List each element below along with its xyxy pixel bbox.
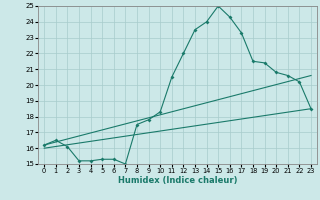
X-axis label: Humidex (Indice chaleur): Humidex (Indice chaleur) [118,176,237,185]
